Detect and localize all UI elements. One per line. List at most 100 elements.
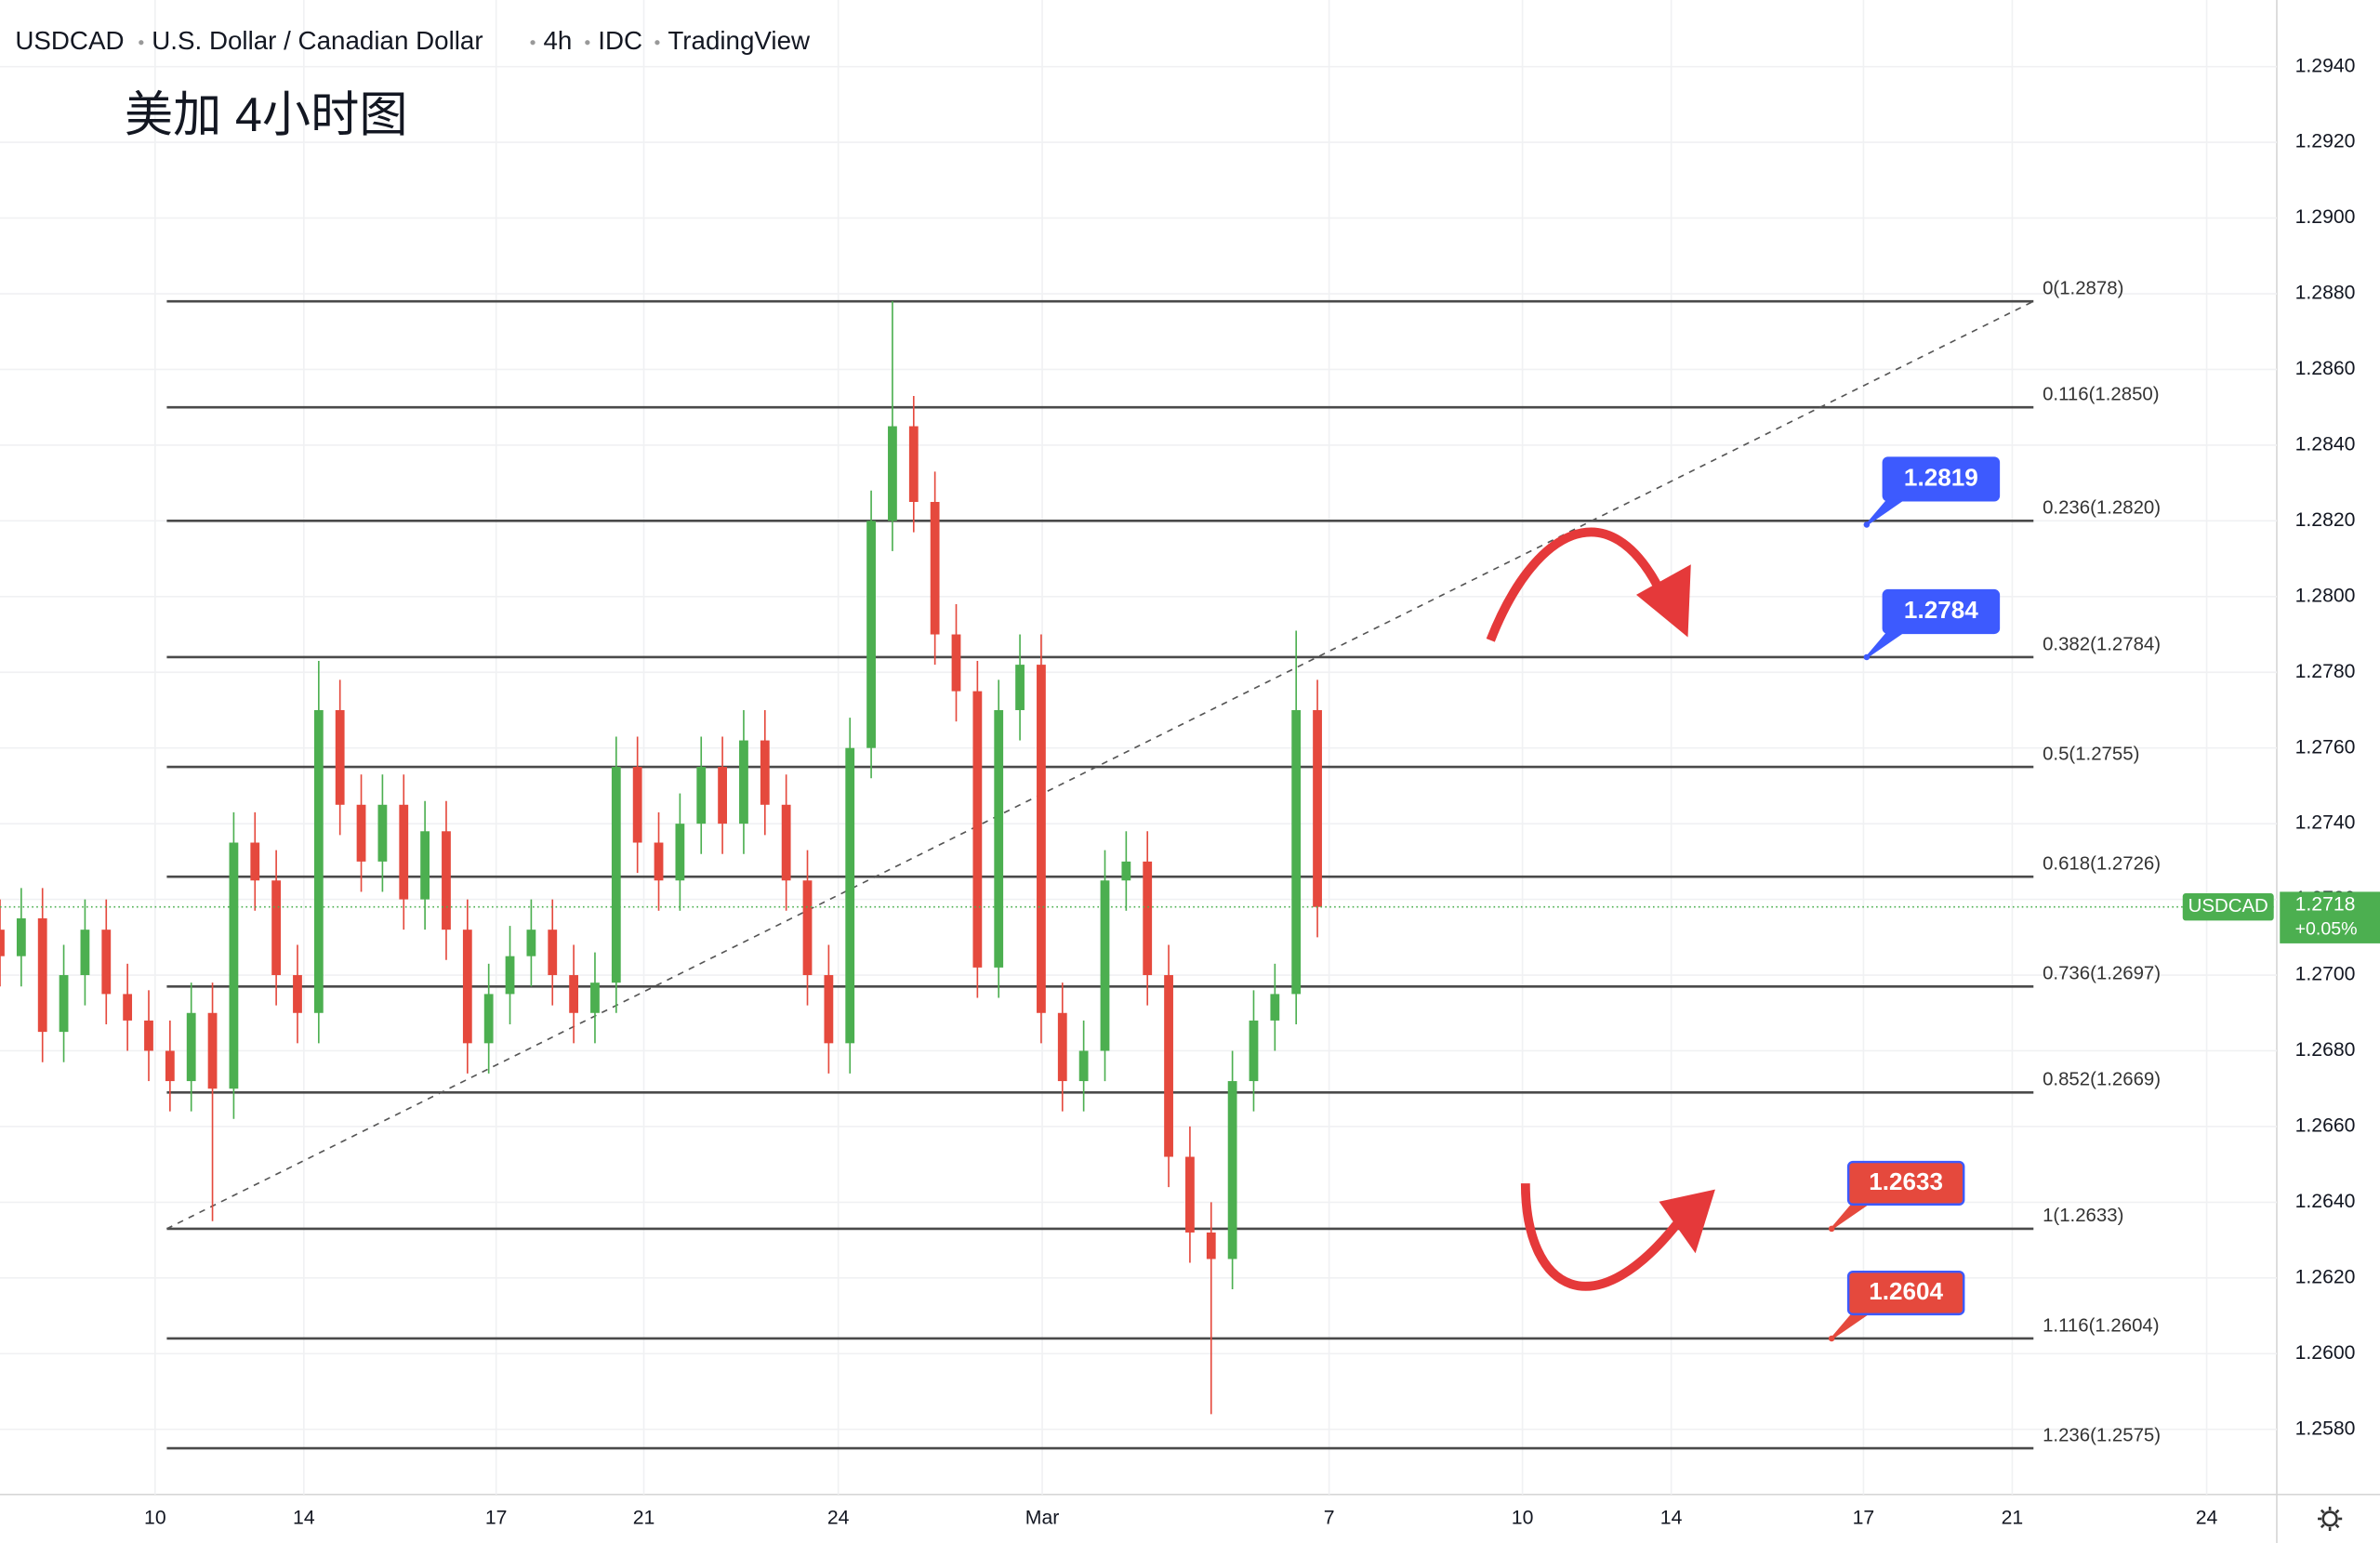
candle-body xyxy=(271,880,282,976)
candle-body xyxy=(505,956,515,995)
dot xyxy=(654,40,660,46)
callout-box xyxy=(1846,1270,1965,1316)
y-tick-label: 1.2600 xyxy=(2295,1342,2356,1364)
candle-body xyxy=(760,740,770,805)
fib-label: 0(1.2878) xyxy=(2043,278,2123,298)
candle-body xyxy=(293,975,302,1013)
candle-body xyxy=(1057,1012,1067,1082)
y-tick-label: 1.2920 xyxy=(2295,131,2356,152)
y-tick-label: 1.2680 xyxy=(2295,1039,2356,1061)
callout-box xyxy=(1882,588,2001,635)
price-tag xyxy=(2280,891,2380,943)
fib-label: 0.236(1.2820) xyxy=(2043,498,2161,519)
candle-body xyxy=(526,930,536,956)
candle-body xyxy=(0,930,5,956)
candle-body xyxy=(462,930,472,1044)
price-tag-change: +0.05% xyxy=(2295,918,2358,939)
dot xyxy=(139,40,144,46)
y-tick-label: 1.2860 xyxy=(2295,358,2356,379)
candle-body xyxy=(16,917,26,956)
fib-label: 1(1.2633) xyxy=(2043,1206,2123,1226)
candle-body xyxy=(1100,880,1110,1051)
candle-body xyxy=(824,975,834,1044)
callout-anchor xyxy=(1863,653,1871,661)
candle-body xyxy=(611,767,621,983)
x-tick-label: 14 xyxy=(293,1507,315,1528)
settings-icon[interactable] xyxy=(2318,1506,2343,1531)
candle-body xyxy=(442,831,451,930)
x-tick-label: 10 xyxy=(144,1507,166,1528)
candle-body xyxy=(802,880,813,976)
candle-body xyxy=(399,804,409,900)
x-tick-label: 24 xyxy=(827,1507,850,1528)
exchange: IDC xyxy=(598,26,642,55)
y-tick-label: 1.2940 xyxy=(2295,55,2356,76)
fib-label: 0.618(1.2726) xyxy=(2043,853,2161,874)
candle-body xyxy=(80,930,90,976)
y-tick-label: 1.2800 xyxy=(2295,585,2356,606)
candle-body xyxy=(590,983,600,1013)
candle-body xyxy=(632,767,642,843)
symbol-tag xyxy=(2182,893,2274,921)
candle-body xyxy=(696,767,707,824)
candle-body xyxy=(250,842,260,881)
candle-body xyxy=(951,634,961,692)
candle-body xyxy=(165,1050,175,1082)
candle-body xyxy=(718,767,727,824)
price-tag-value: 1.2718 xyxy=(2295,894,2356,916)
callout-anchor xyxy=(1828,1225,1835,1233)
plot: 0(1.2878) 0.116(1.2850) 0.236(1.2820) 0.382… xyxy=(0,278,2277,1450)
x-tick-label: 24 xyxy=(2196,1507,2218,1528)
callout-label: 1.2819 xyxy=(1904,463,1978,491)
gear-teeth xyxy=(2318,1506,2343,1531)
symbol: USDCAD xyxy=(15,26,124,55)
candle-body xyxy=(123,994,133,1021)
candle-body xyxy=(994,709,1004,968)
fib-label: 0.736(1.2697) xyxy=(2043,964,2161,984)
candle-body xyxy=(930,501,940,635)
y-tick-label: 1.2900 xyxy=(2295,206,2356,228)
candle-body xyxy=(781,804,791,881)
candle-body xyxy=(888,426,897,521)
candle-body xyxy=(1078,1050,1089,1082)
candle-body xyxy=(420,831,430,900)
y-tick-label: 1.2740 xyxy=(2295,812,2356,834)
candle-body xyxy=(207,1012,218,1089)
candle-body xyxy=(335,709,345,805)
x-tick-label: 14 xyxy=(1660,1507,1683,1528)
candle-body xyxy=(186,1012,196,1082)
candle-body xyxy=(908,426,919,502)
candle-body xyxy=(569,975,578,1013)
candle-body xyxy=(1143,861,1153,976)
x-tick-label: 10 xyxy=(1512,1507,1534,1528)
fib-label: 1.116(1.2604) xyxy=(2043,1315,2159,1336)
overlay: 1.2580 1.2600 1.2620 1.2640 1.2660 1.2680 1.27… xyxy=(144,55,2380,1528)
candle-body xyxy=(1249,1020,1259,1082)
fib-label: 0.852(1.2669) xyxy=(2043,1070,2161,1090)
gear xyxy=(2321,1510,2338,1527)
arrow-head xyxy=(1636,564,1691,638)
symbol-tag-label: USDCAD xyxy=(2188,896,2268,917)
candle-body xyxy=(144,1020,153,1051)
candle-body xyxy=(1185,1156,1195,1233)
candle-body xyxy=(1206,1232,1216,1259)
callout-label: 1.2633 xyxy=(1869,1167,1943,1195)
candle-body xyxy=(1270,994,1280,1021)
candle-body xyxy=(548,930,558,976)
x-tick-label: 7 xyxy=(1324,1507,1335,1528)
x-tick-label: 17 xyxy=(485,1507,508,1528)
callout-anchor xyxy=(1863,521,1871,528)
y-tick-label: 1.2700 xyxy=(2295,964,2356,985)
y-tick-label: 1.2620 xyxy=(2295,1266,2356,1287)
candle-body xyxy=(739,740,748,824)
candle-body xyxy=(1227,1081,1237,1259)
callout-box xyxy=(1846,1160,1965,1206)
separators xyxy=(139,40,660,46)
y-tick-label: 1.2660 xyxy=(2295,1115,2356,1137)
x-tick-label: 17 xyxy=(1853,1507,1875,1528)
interval: 4h xyxy=(543,26,572,55)
y-tick-label: 1.2580 xyxy=(2295,1418,2356,1439)
candle-body xyxy=(972,691,983,968)
candle-body xyxy=(377,804,388,862)
candle-body xyxy=(229,842,239,1089)
